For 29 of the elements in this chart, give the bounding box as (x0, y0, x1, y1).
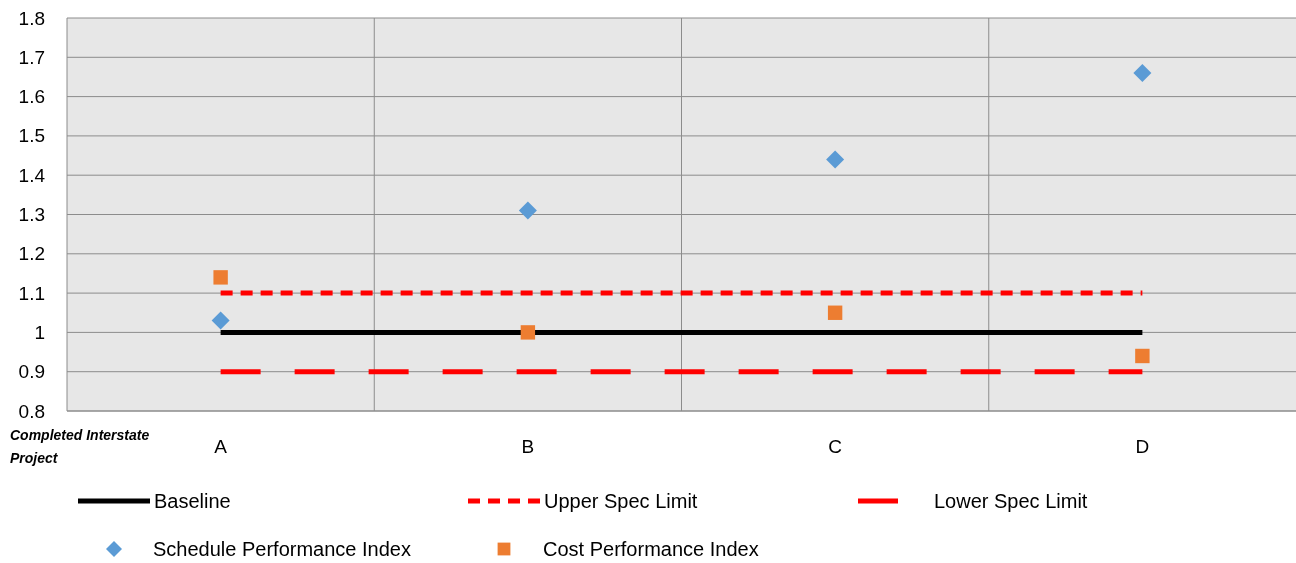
x-tick-label: C (828, 435, 842, 457)
legend-label: Cost Performance Index (543, 538, 759, 560)
y-tick-label: 1.4 (18, 164, 46, 186)
legend-label: Upper Spec Limit (544, 490, 698, 512)
x-tick-label: B (521, 435, 535, 457)
y-tick-label: 1 (34, 321, 45, 343)
y-tick-label: 1.7 (18, 46, 45, 68)
point (520, 325, 536, 340)
y-tick-label: 1.8 (18, 7, 45, 29)
x-tick-label: A (214, 435, 228, 457)
point (826, 150, 845, 169)
legend-label: Schedule Performance Index (153, 538, 411, 560)
legend-label: Baseline (154, 490, 231, 512)
x-tick-label: D (1135, 435, 1150, 457)
y-tick-label: 0.9 (18, 361, 45, 383)
x-axis-title: Completed Interstate Project (10, 427, 150, 466)
legend-label: Lower Spec Limit (934, 490, 1088, 512)
y-tick-label: 1.2 (18, 243, 45, 265)
y-tick-label: 0.8 (18, 400, 45, 422)
point (1135, 348, 1150, 364)
point (213, 270, 228, 285)
point (827, 305, 843, 320)
y-tick-label: 1.1 (18, 282, 45, 304)
point (1133, 64, 1152, 83)
y-tick-label: 1.6 (18, 86, 45, 108)
point (518, 201, 537, 220)
y-tick-label: 1.5 (18, 125, 45, 147)
y-tick-label: 1.3 (18, 204, 45, 225)
point (211, 311, 230, 330)
